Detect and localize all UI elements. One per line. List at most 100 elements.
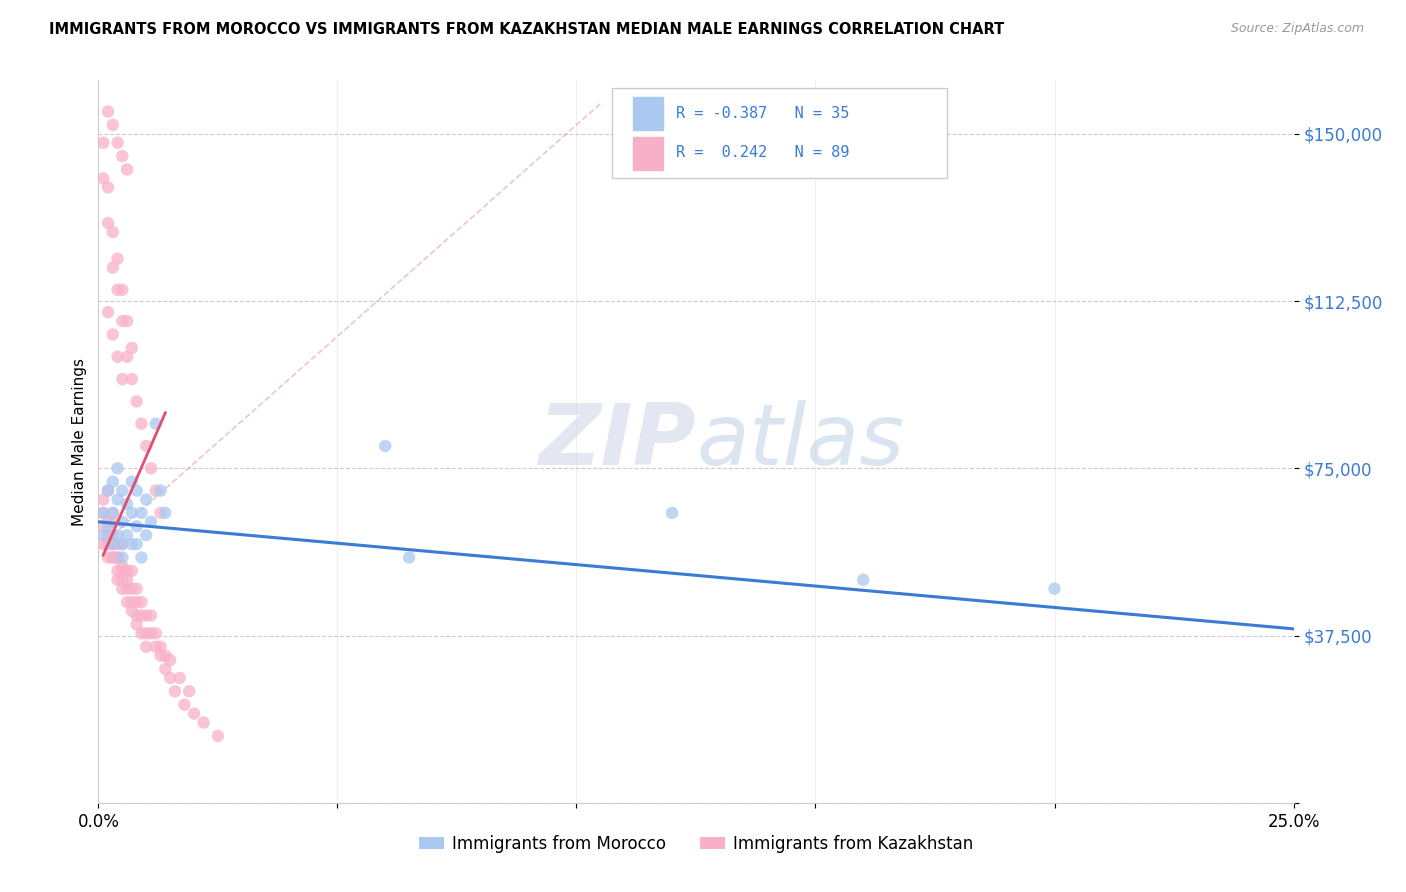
Text: IMMIGRANTS FROM MOROCCO VS IMMIGRANTS FROM KAZAKHSTAN MEDIAN MALE EARNINGS CORRE: IMMIGRANTS FROM MOROCCO VS IMMIGRANTS FR… (49, 22, 1004, 37)
Point (111, 564, 134, 578)
Point (131, 626, 153, 640)
Point (159, 653, 181, 667)
Point (107, 136, 129, 150)
Point (107, 537, 129, 551)
Point (852, 573, 875, 587)
Point (139, 515, 162, 529)
Point (101, 506, 124, 520)
Point (135, 492, 157, 507)
Point (91, 519, 114, 533)
Point (1043, 582, 1066, 596)
Point (125, 537, 148, 551)
Point (135, 640, 157, 654)
Point (145, 640, 167, 654)
Point (91, 136, 114, 150)
Point (131, 595, 153, 609)
Point (131, 550, 153, 565)
Point (139, 461, 162, 475)
Point (121, 537, 143, 551)
Point (169, 671, 191, 685)
Point (121, 582, 143, 596)
Point (125, 519, 148, 533)
Point (107, 528, 129, 542)
Point (135, 528, 157, 542)
Point (97, 180, 120, 194)
Point (101, 528, 124, 542)
Point (101, 225, 124, 239)
Point (101, 550, 124, 565)
Point (111, 515, 134, 529)
Point (91, 171, 114, 186)
Point (91, 528, 114, 542)
Point (121, 506, 143, 520)
Point (107, 283, 129, 297)
Point (101, 550, 124, 565)
Point (101, 515, 124, 529)
Point (121, 564, 143, 578)
Point (149, 506, 172, 520)
Point (125, 595, 148, 609)
Point (111, 283, 134, 297)
Point (107, 252, 129, 266)
Point (111, 550, 134, 565)
Point (135, 608, 157, 623)
Point (97, 483, 120, 498)
Point (107, 564, 129, 578)
Text: atlas: atlas (696, 400, 904, 483)
Point (111, 559, 134, 574)
Point (163, 684, 186, 698)
Point (111, 372, 134, 386)
Point (111, 537, 134, 551)
Point (131, 608, 153, 623)
Point (125, 617, 148, 632)
Point (115, 573, 138, 587)
Point (149, 648, 172, 663)
Point (115, 350, 138, 364)
Point (145, 417, 167, 431)
Point (149, 640, 172, 654)
Point (107, 492, 129, 507)
Point (111, 314, 134, 328)
Point (111, 149, 134, 163)
Point (131, 506, 153, 520)
Point (101, 118, 124, 132)
Point (101, 475, 124, 489)
Point (115, 162, 138, 177)
Point (101, 327, 124, 342)
Point (101, 537, 124, 551)
Point (183, 706, 205, 721)
Point (91, 506, 114, 520)
Point (135, 626, 157, 640)
Y-axis label: Median Male Earnings: Median Male Earnings (72, 358, 87, 525)
Point (155, 648, 177, 663)
Point (193, 715, 215, 730)
Point (115, 528, 138, 542)
Point (97, 519, 120, 533)
FancyBboxPatch shape (613, 87, 948, 178)
Point (155, 662, 177, 676)
Point (125, 483, 148, 498)
Point (121, 372, 143, 386)
Point (91, 492, 114, 507)
Point (111, 483, 134, 498)
Point (125, 582, 148, 596)
Point (115, 595, 138, 609)
Point (661, 506, 683, 520)
Point (107, 573, 129, 587)
Point (145, 483, 167, 498)
Text: Source: ZipAtlas.com: Source: ZipAtlas.com (1230, 22, 1364, 36)
Point (398, 550, 420, 565)
Text: ZIP: ZIP (538, 400, 696, 483)
Point (121, 595, 143, 609)
Point (97, 537, 120, 551)
Point (97, 104, 120, 119)
Point (121, 604, 143, 618)
Bar (633, 137, 662, 169)
Point (139, 608, 162, 623)
Point (145, 626, 167, 640)
Point (91, 537, 114, 551)
Point (115, 582, 138, 596)
Point (101, 260, 124, 275)
Point (111, 573, 134, 587)
Point (125, 608, 148, 623)
